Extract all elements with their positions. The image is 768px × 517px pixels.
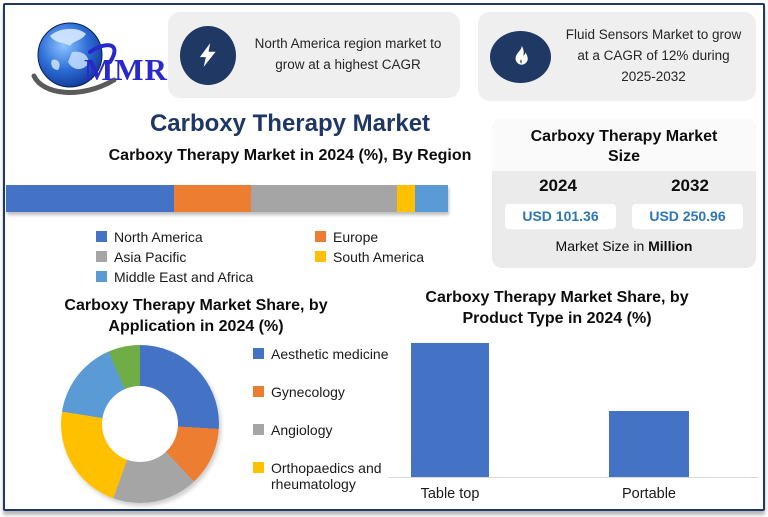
legend-item-europe: Europe bbox=[315, 229, 436, 245]
application-legend: Aesthetic medicine Gynecology Angiology … bbox=[253, 346, 393, 492]
segment-europe bbox=[173, 185, 252, 212]
legend-item-north-america: North America bbox=[96, 229, 315, 245]
legend-label: Gynecology bbox=[271, 384, 345, 401]
segment-middle-east-africa bbox=[414, 185, 448, 212]
segment-north-america bbox=[6, 185, 174, 212]
legend-label: Angiology bbox=[271, 422, 333, 439]
logo-text: MMR bbox=[84, 52, 168, 87]
market-size-years: 2024 2032 bbox=[492, 176, 756, 196]
legend-swatch bbox=[253, 424, 264, 436]
market-size-footnote: Market Size in Million bbox=[492, 238, 756, 254]
bar-label-table-top: Table top bbox=[420, 486, 480, 502]
region-legend: North America Europe Asia Pacific South … bbox=[96, 229, 436, 285]
year-2032: 2032 bbox=[671, 176, 709, 195]
legend-label: Europe bbox=[333, 229, 379, 245]
legend-swatch bbox=[315, 251, 326, 263]
legend-label: Asia Pacific bbox=[114, 249, 187, 266]
application-donut-chart bbox=[61, 345, 219, 503]
region-chart-title: Carboxy Therapy Market in 2024 (%), By R… bbox=[108, 147, 472, 164]
legend-swatch bbox=[315, 231, 326, 242]
legend-swatch bbox=[253, 462, 264, 474]
legend-swatch bbox=[96, 231, 107, 242]
value-2024: USD 101.36 bbox=[505, 204, 616, 229]
legend-label: Middle East and Africa bbox=[114, 269, 254, 286]
callout-north-america: North America region market to grow at a… bbox=[168, 12, 460, 98]
legend-swatch bbox=[96, 271, 107, 283]
mmr-logo: MMR bbox=[28, 18, 178, 100]
legend-item-gynecology: Gynecology bbox=[253, 384, 393, 400]
application-chart-title: Carboxy Therapy Market Share, by Applica… bbox=[64, 297, 328, 335]
outer-border bbox=[3, 3, 765, 511]
legend-label: Aesthetic medicine bbox=[271, 346, 389, 362]
legend-label: North America bbox=[114, 229, 203, 245]
globe-icon bbox=[31, 22, 117, 95]
value-2032: USD 250.96 bbox=[632, 204, 743, 229]
market-size-card-title: Carboxy Therapy Market Size bbox=[492, 118, 756, 171]
region-stacked-bar bbox=[6, 185, 448, 212]
legend-item-south-america: South America bbox=[315, 249, 436, 265]
donut-hole bbox=[102, 386, 178, 462]
flame-icon bbox=[490, 30, 551, 83]
legend-swatch bbox=[253, 386, 264, 398]
legend-label: South America bbox=[333, 249, 425, 266]
legend-item-orthopaedics: Orthopaedics and rheumatology bbox=[253, 460, 393, 492]
footnote-prefix: Market Size in bbox=[555, 238, 649, 254]
product-type-chart-title: Carboxy Therapy Market Share, by Product… bbox=[425, 289, 689, 327]
callout-fluid-sensors: Fluid Sensors Market to grow at a CAGR o… bbox=[478, 12, 756, 101]
callout-fluid-sensors-text: Fluid Sensors Market to grow at a CAGR o… bbox=[565, 27, 742, 84]
legend-swatch bbox=[96, 251, 107, 263]
market-size-values: USD 101.36 USD 250.96 bbox=[492, 204, 756, 229]
market-size-card: Carboxy Therapy Market Size 2024 2032 US… bbox=[492, 118, 756, 268]
bar-table-top bbox=[411, 343, 489, 477]
lightning-icon bbox=[180, 25, 236, 85]
segment-south-america bbox=[397, 185, 415, 212]
year-2024: 2024 bbox=[539, 176, 577, 195]
page-title: Carboxy Therapy Market bbox=[149, 110, 431, 137]
x-axis-line bbox=[388, 477, 758, 478]
legend-item-angiology: Angiology bbox=[253, 422, 393, 438]
legend-item-aesthetic-medicine: Aesthetic medicine bbox=[253, 346, 393, 362]
callout-north-america-text: North America region market to grow at a… bbox=[254, 36, 442, 72]
footnote-unit: Million bbox=[648, 238, 693, 254]
legend-swatch bbox=[253, 348, 264, 359]
legend-item-middle-east-africa: Middle East and Africa bbox=[96, 269, 315, 285]
segment-asia-pacific bbox=[251, 185, 398, 212]
legend-item-asia-pacific: Asia Pacific bbox=[96, 249, 315, 265]
bar-portable bbox=[609, 411, 689, 477]
legend-label: Orthopaedics and rheumatology bbox=[271, 460, 382, 493]
bar-label-portable: Portable bbox=[621, 486, 676, 502]
